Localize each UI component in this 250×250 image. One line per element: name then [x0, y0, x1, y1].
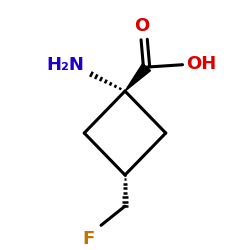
Text: F: F: [83, 230, 95, 248]
Text: OH: OH: [186, 54, 216, 72]
Polygon shape: [125, 64, 150, 91]
Text: H₂N: H₂N: [46, 56, 84, 74]
Text: O: O: [134, 17, 150, 35]
